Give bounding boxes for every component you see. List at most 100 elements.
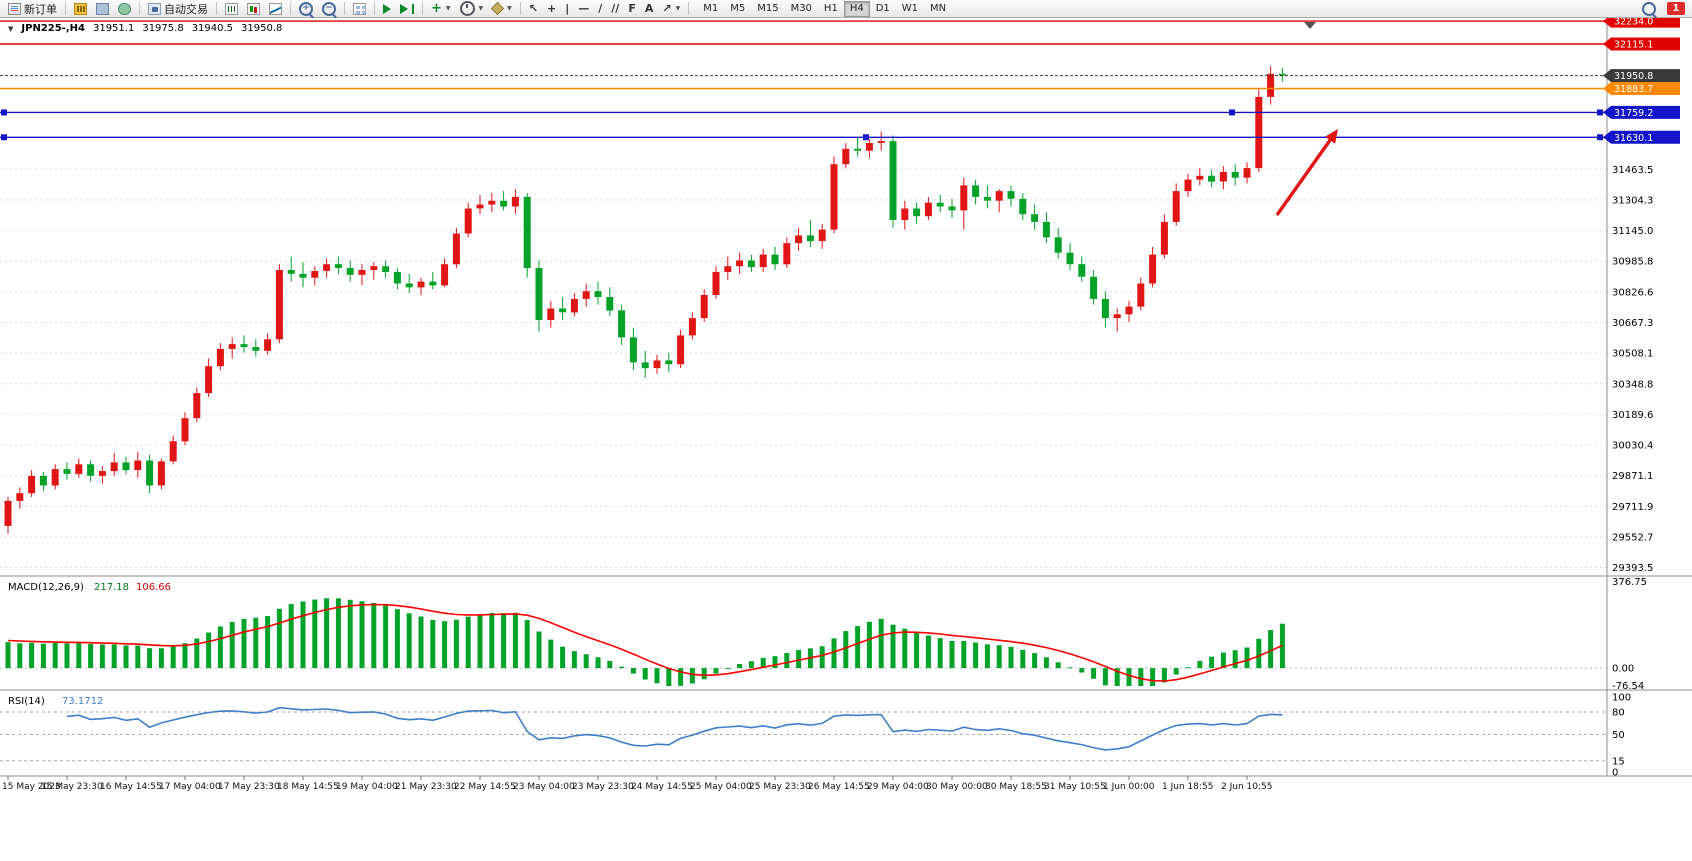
macd-histogram-bar: [111, 644, 117, 669]
arrow-tool-button[interactable]: ↗ ▼: [658, 1, 684, 17]
line-anchor-handle[interactable]: [1597, 134, 1603, 141]
notification-badge[interactable]: 1: [1667, 2, 1685, 15]
candle-body: [736, 260, 744, 267]
timeframe-button-h1[interactable]: H1: [818, 1, 844, 17]
svg-text:30348.8: 30348.8: [1612, 379, 1653, 390]
macd-histogram-bar: [158, 648, 164, 669]
timeframe-button-mn[interactable]: MN: [924, 1, 952, 17]
macd-histogram-bar: [890, 624, 896, 669]
fibonacci-icon: F: [628, 2, 636, 15]
candle-body: [417, 281, 425, 288]
candle-body: [606, 297, 614, 311]
market-watch-button[interactable]: [70, 1, 91, 17]
svg-text:31 May 10:55: 31 May 10:55: [1044, 782, 1106, 792]
periods-button[interactable]: ▼: [456, 1, 488, 17]
candle-body: [146, 460, 154, 486]
svg-text:31759.2: 31759.2: [1614, 108, 1653, 119]
svg-text:32234.0: 32234.0: [1614, 17, 1653, 28]
candle-body: [1054, 237, 1062, 253]
trend-arrow[interactable]: [1275, 129, 1338, 216]
tile-windows-icon: [353, 2, 366, 15]
macd-histogram-bar: [324, 598, 330, 669]
candle-body: [1066, 252, 1074, 265]
candlestick-chart-button[interactable]: [243, 1, 264, 17]
auto-trading-button[interactable]: 自动交易: [144, 1, 212, 17]
macd-histogram-bar: [430, 620, 436, 669]
chart-shift-button[interactable]: [396, 1, 418, 17]
svg-text:30985.8: 30985.8: [1612, 257, 1653, 268]
macd-histogram-bar: [678, 668, 684, 686]
new-order-button[interactable]: 新订单: [4, 1, 61, 17]
candle-body: [759, 254, 767, 268]
candle-body: [275, 270, 283, 340]
candle-body: [4, 500, 12, 526]
templates-button[interactable]: ▼: [488, 1, 516, 17]
cursor-icon: ↖: [528, 2, 538, 15]
candle-body: [1231, 171, 1239, 178]
tile-windows-button[interactable]: [349, 1, 370, 17]
candle-body: [983, 196, 991, 201]
fibonacci-tool-button[interactable]: F: [624, 1, 640, 17]
chart-chrome: [0, 18, 1692, 777]
symbol-name: JPN225-,H4: [21, 23, 85, 34]
indicators-button[interactable]: + ▼: [427, 1, 455, 17]
timeframe-button-m15[interactable]: M15: [751, 1, 784, 17]
timeframe-button-m1[interactable]: M1: [697, 1, 724, 17]
candle-body: [629, 337, 637, 363]
svg-text:15: 15: [1612, 756, 1625, 767]
macd-histogram-bar: [383, 605, 389, 669]
candle-body: [806, 235, 814, 242]
timeframe-button-w1[interactable]: W1: [896, 1, 924, 17]
zoom-out-button[interactable]: −: [318, 1, 340, 17]
line-anchor-handle[interactable]: [1, 109, 7, 116]
macd-histogram-bar: [630, 668, 636, 674]
auto-scroll-button[interactable]: [379, 1, 395, 17]
data-window-button[interactable]: [92, 1, 113, 17]
ohlc-open: 31951.1: [92, 23, 135, 34]
macd-histogram-bar: [937, 638, 943, 669]
navigator-button[interactable]: [114, 1, 135, 17]
svg-text:376.75: 376.75: [1612, 577, 1647, 588]
macd-histogram-bar: [288, 604, 294, 669]
horizontal-line-tool-button[interactable]: —: [574, 1, 593, 17]
vertical-line-tool-button[interactable]: |: [561, 1, 573, 17]
macd-histogram-bar: [300, 601, 306, 669]
timeframe-button-h4[interactable]: H4: [843, 0, 870, 17]
candle-body: [1219, 171, 1227, 182]
macd-histogram-bar: [347, 599, 353, 669]
collapse-icon[interactable]: ▼: [8, 24, 14, 33]
toolbar-separator: [374, 2, 375, 15]
line-chart-button[interactable]: [265, 1, 286, 17]
bar-chart-button[interactable]: [221, 1, 242, 17]
macd-histogram-bar: [194, 638, 200, 669]
candle-body: [771, 254, 779, 265]
candle-body: [842, 148, 850, 165]
candle-body: [216, 348, 224, 367]
search-button[interactable]: [1638, 1, 1660, 17]
timeframe-button-m30[interactable]: M30: [785, 1, 818, 17]
macd-histogram-bar: [560, 646, 566, 669]
line-anchor-handle[interactable]: [863, 134, 869, 141]
channel-tool-button[interactable]: //: [607, 1, 623, 17]
trendline-tool-button[interactable]: /: [594, 1, 606, 17]
candle-body: [98, 471, 106, 476]
timeframe-button-m5[interactable]: M5: [724, 1, 751, 17]
candle-body: [1208, 175, 1216, 182]
timeframe-button-d1[interactable]: D1: [870, 1, 896, 17]
macd-histogram-bar: [1126, 668, 1132, 686]
candle-body: [901, 208, 909, 220]
macd-histogram-bar: [465, 616, 471, 669]
macd-histogram-bar: [1138, 668, 1144, 686]
line-anchor-handle[interactable]: [1597, 109, 1603, 116]
zoom-in-button[interactable]: +: [295, 1, 317, 17]
line-anchor-handle[interactable]: [1, 134, 7, 141]
svg-text:29 May 04:00: 29 May 04:00: [867, 782, 929, 792]
cursor-tool-button[interactable]: ↖: [525, 1, 542, 17]
macd-histogram-bar: [64, 643, 70, 669]
text-tool-button[interactable]: A: [641, 1, 658, 17]
new-order-icon: [8, 2, 21, 15]
chart-shift-marker[interactable]: [1304, 22, 1316, 29]
macd-histogram-bar: [772, 656, 778, 669]
line-anchor-handle[interactable]: [1229, 109, 1235, 116]
crosshair-tool-button[interactable]: +: [543, 1, 560, 17]
